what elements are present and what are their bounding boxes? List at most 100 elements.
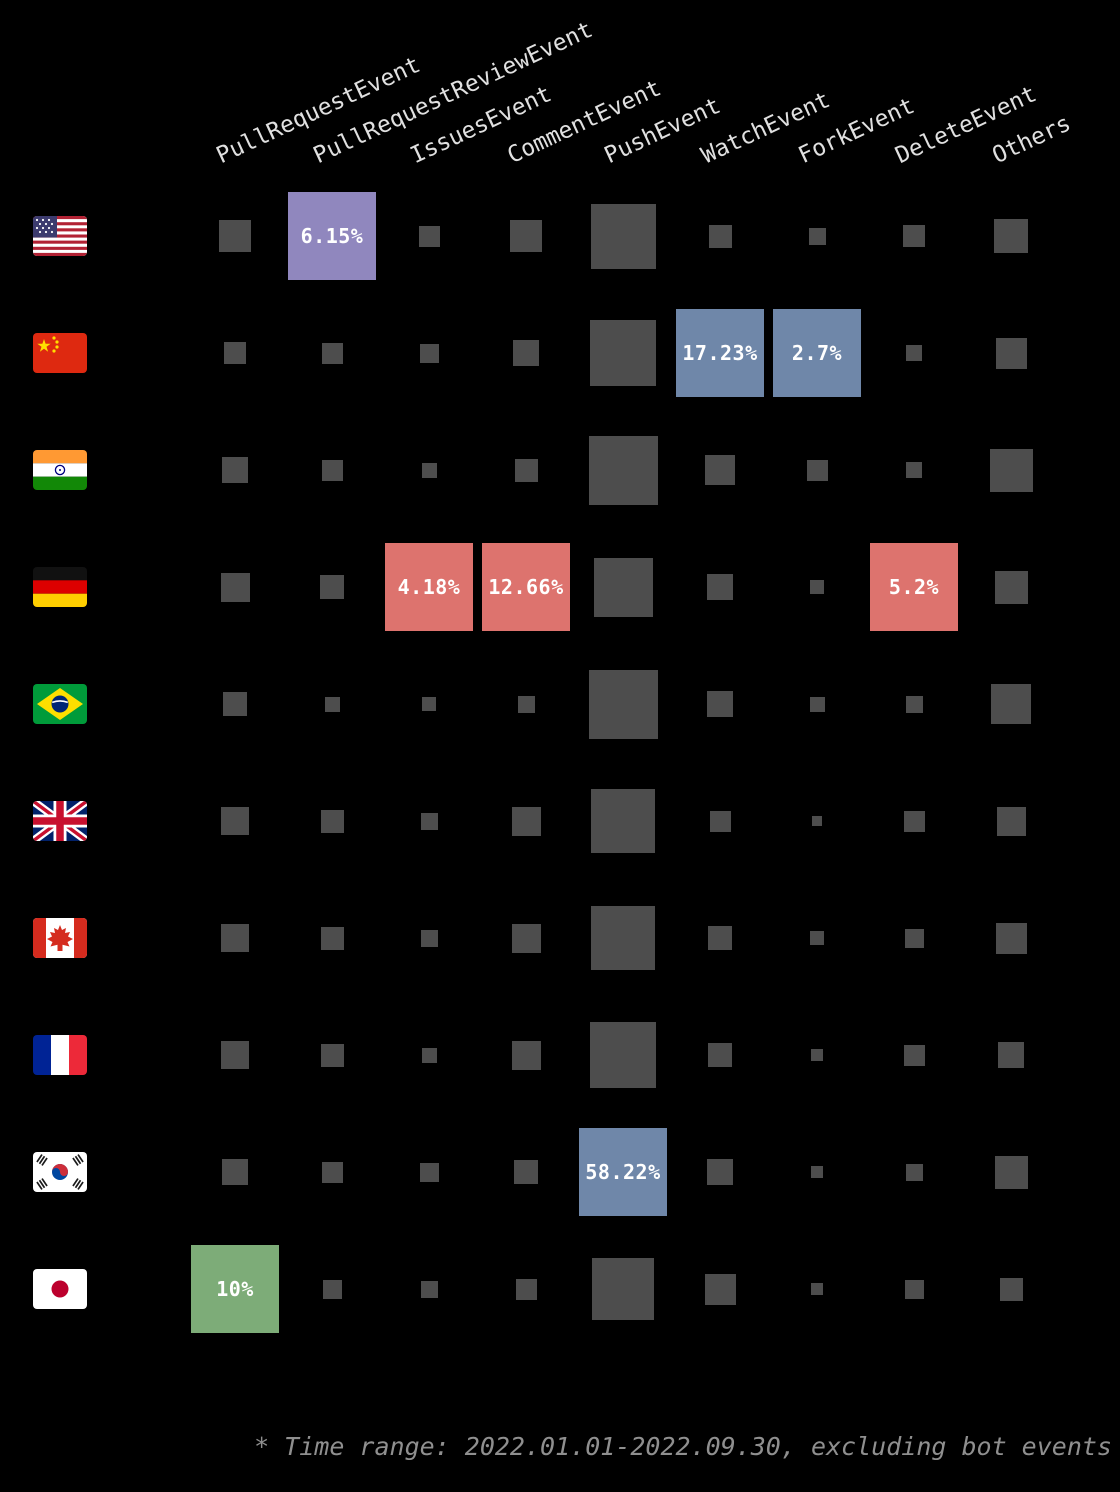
cell-percentage-label: 17.23%: [682, 341, 758, 365]
flag-jp-icon: [33, 1269, 87, 1309]
heatmap-cell-jp-pushevent: [592, 1258, 654, 1320]
heatmap-cell-fr-pullrequestevent: [221, 1041, 249, 1069]
heatmap-cell-in-commentevent: [514, 458, 538, 482]
heatmap-cell-br-deleteevent: [905, 695, 923, 713]
flag-ca-icon: [33, 918, 87, 958]
cell-percentage-label: 12.66%: [488, 575, 564, 599]
heatmap-cell-de-deleteevent: 5.2%: [870, 543, 958, 631]
flag-de-icon: [33, 567, 87, 607]
heatmap-cell-gb-pushevent: [591, 789, 655, 853]
heatmap-cell-fr-commentevent: [511, 1040, 541, 1070]
heatmap-cell-fr-issuesevent: [421, 1047, 437, 1063]
heatmap-cell-kr-pushevent: 58.22%: [579, 1128, 667, 1216]
heatmap-cell-us-pullrequestreviewevent: 6.15%: [288, 192, 376, 280]
heatmap-cell-br-forkevent: [809, 696, 825, 712]
heatmap-cell-fr-others: [998, 1042, 1024, 1068]
heatmap-cell-cn-pushevent: [590, 320, 656, 386]
heatmap-cell-ca-pushevent: [591, 906, 655, 970]
heatmap-cell-jp-watchevent: [704, 1273, 736, 1305]
heatmap-cell-jp-others: [999, 1277, 1023, 1301]
heatmap-cell-kr-deleteevent: [905, 1163, 923, 1181]
flag-gb-icon: [33, 801, 87, 841]
heatmap-cell-de-pullrequestevent: [220, 572, 250, 602]
heatmap-cell-gb-pullrequestreviewevent: [320, 809, 344, 833]
heatmap-cell-de-pullrequestreviewevent: [320, 575, 344, 599]
heatmap-cell-in-pullrequestevent: [222, 457, 248, 483]
heatmap-cell-ca-pullrequestreviewevent: [320, 926, 344, 950]
heatmap-cell-br-pushevent: [588, 669, 658, 739]
heatmap-cell-cn-pullrequestevent: [224, 342, 246, 364]
heatmap-cell-gb-pullrequestevent: [221, 807, 249, 835]
heatmap-cell-cn-watchevent: 17.23%: [676, 309, 764, 397]
cell-percentage-label: 2.7%: [791, 341, 843, 365]
cell-percentage-label: 5.2%: [888, 575, 940, 599]
heatmap-cell-ca-watchevent: [708, 926, 732, 950]
heatmap-cell-jp-deleteevent: [904, 1279, 924, 1299]
heatmap-cell-jp-commentevent: [515, 1278, 537, 1300]
heatmap-cell-fr-pullrequestreviewevent: [320, 1043, 344, 1067]
heatmap-cell-ca-commentevent: [511, 923, 541, 953]
heatmap-cell-gb-watchevent: [709, 810, 731, 832]
heatmap-cell-kr-forkevent: [811, 1166, 823, 1178]
flag-in-icon: [33, 450, 87, 490]
heatmap-cell-in-others: [989, 448, 1033, 492]
heatmap-cell-fr-watchevent: [708, 1043, 732, 1067]
heatmap-cell-kr-issuesevent: [419, 1162, 439, 1182]
cell-percentage-label: 6.15%: [300, 224, 364, 248]
heatmap-cell-br-issuesevent: [422, 697, 436, 711]
heatmap-cell-jp-issuesevent: [420, 1280, 438, 1298]
heatmap-cell-br-commentevent: [517, 695, 535, 713]
flag-br-icon: [33, 684, 87, 724]
heatmap-cell-kr-commentevent: [514, 1160, 538, 1184]
heatmap-cell-in-forkevent: [806, 459, 828, 481]
cell-percentage-label: 10%: [216, 1277, 254, 1301]
flag-cn-icon: [33, 333, 87, 373]
heatmap-cell-ca-issuesevent: [420, 929, 438, 947]
heatmap-cell-us-deleteevent: [903, 225, 925, 247]
heatmap-cell-gb-deleteevent: [903, 810, 925, 832]
heatmap-cell-br-others: [991, 684, 1031, 724]
heatmap-cell-ca-forkevent: [810, 931, 824, 945]
cell-percentage-label: 4.18%: [397, 575, 461, 599]
heatmap-cell-us-pushevent: [590, 203, 656, 269]
heatmap-cell-br-pullrequestreviewevent: [324, 696, 340, 712]
heatmap-cell-fr-forkevent: [811, 1049, 823, 1061]
heatmap-cell-jp-pullrequestevent: 10%: [191, 1245, 279, 1333]
heatmap-cell-in-pushevent: [588, 435, 658, 505]
heatmap-cell-de-others: [994, 570, 1028, 604]
flag-us-icon: [33, 216, 87, 256]
heatmap-cell-de-forkevent: [810, 580, 824, 594]
heatmap-cell-jp-pullrequestreviewevent: [322, 1279, 342, 1299]
heatmap-cell-cn-issuesevent: [419, 343, 439, 363]
heatmap-cell-us-pullrequestevent: [219, 220, 251, 252]
heatmap-cell-cn-commentevent: [513, 340, 539, 366]
cell-percentage-label: 58.22%: [585, 1160, 661, 1184]
heatmap-cell-cn-pullrequestreviewevent: [321, 342, 343, 364]
heatmap-cell-fr-pushevent: [590, 1022, 656, 1088]
heatmap-cell-us-issuesevent: [418, 225, 440, 247]
heatmap-cell-de-pushevent: [593, 557, 653, 617]
heatmap-cell-cn-forkevent: 2.7%: [773, 309, 861, 397]
heatmap-cell-gb-issuesevent: [420, 812, 438, 830]
heatmap-cell-in-issuesevent: [421, 462, 437, 478]
heatmap-cell-jp-forkevent: [811, 1283, 823, 1295]
heatmap-cell-ca-deleteevent: [904, 928, 924, 948]
footnote: * Time range: 2022.01.01-2022.09.30, exc…: [254, 1432, 1112, 1461]
heatmap-cell-kr-watchevent: [707, 1159, 733, 1185]
heatmap-cell-in-deleteevent: [906, 462, 922, 478]
heatmap-cell-in-watchevent: [705, 455, 735, 485]
heatmap-cell-de-commentevent: 12.66%: [482, 543, 570, 631]
heatmap-cell-gb-commentevent: [511, 806, 541, 836]
heatmap-cell-kr-others: [994, 1155, 1028, 1189]
heatmap-cell-ca-others: [995, 922, 1027, 954]
heatmap-cell-us-others: [994, 219, 1028, 253]
flag-kr-icon: [33, 1152, 87, 1192]
heatmap-cell-kr-pullrequestreviewevent: [321, 1161, 343, 1183]
heatmap-cell-br-watchevent: [707, 691, 733, 717]
flag-fr-icon: [33, 1035, 87, 1075]
heatmap-cell-us-watchevent: [708, 224, 732, 248]
heatmap-cell-cn-others: [995, 337, 1027, 369]
heatmap-cell-gb-forkevent: [812, 816, 822, 826]
heatmap-cell-us-commentevent: [510, 220, 542, 252]
heatmap-cell-us-forkevent: [808, 227, 826, 245]
